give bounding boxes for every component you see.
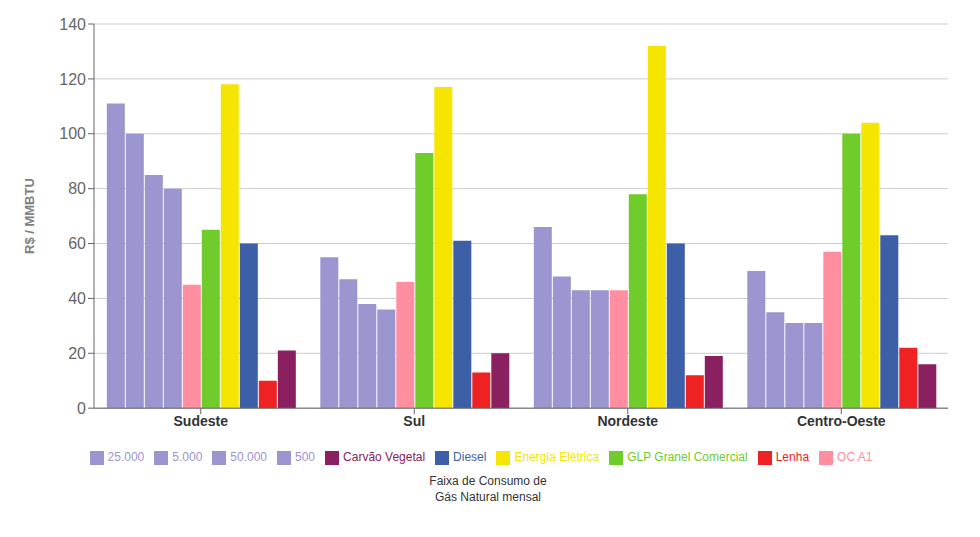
html-text:OC A1: OC A1 xyxy=(837,450,873,465)
html-text:GLP Granel Comercial: GLP Granel Comercial xyxy=(627,450,748,465)
svg-text:100: 100 xyxy=(59,125,86,142)
svg-text:Centro-Oeste: Centro-Oeste xyxy=(797,413,886,429)
svg-text:120: 120 xyxy=(59,71,86,88)
svg-text:R$ / MMBTU: R$ / MMBTU xyxy=(22,178,37,254)
html-text:Energia Elétrica: Energia Elétrica xyxy=(514,450,600,465)
svg-text:Sul: Sul xyxy=(403,413,425,429)
html-text:Faixa de Consumo de: Faixa de Consumo de xyxy=(429,474,547,488)
svg-text:20: 20 xyxy=(68,345,86,362)
svg-text:140: 140 xyxy=(59,16,86,33)
svg-text:60: 60 xyxy=(68,235,86,252)
svg-text:40: 40 xyxy=(68,290,86,307)
html-text:5.000: 5.000 xyxy=(172,450,203,465)
html-text:500: 500 xyxy=(295,450,315,465)
html-text:50.000: 50.000 xyxy=(230,450,267,465)
html-text:25.000: 25.000 xyxy=(107,450,145,465)
svg-text:Nordeste: Nordeste xyxy=(597,413,658,429)
html-text:Diesel: Diesel xyxy=(453,450,487,465)
html-text:Gás Natural mensal: Gás Natural mensal xyxy=(435,490,541,504)
html-text:Carvão Vegetal: Carvão Vegetal xyxy=(343,450,426,465)
html-text:Lenha: Lenha xyxy=(775,450,810,465)
svg-text:80: 80 xyxy=(68,180,86,197)
svg-text:Sudeste: Sudeste xyxy=(174,413,229,429)
svg-text:0: 0 xyxy=(77,400,86,417)
